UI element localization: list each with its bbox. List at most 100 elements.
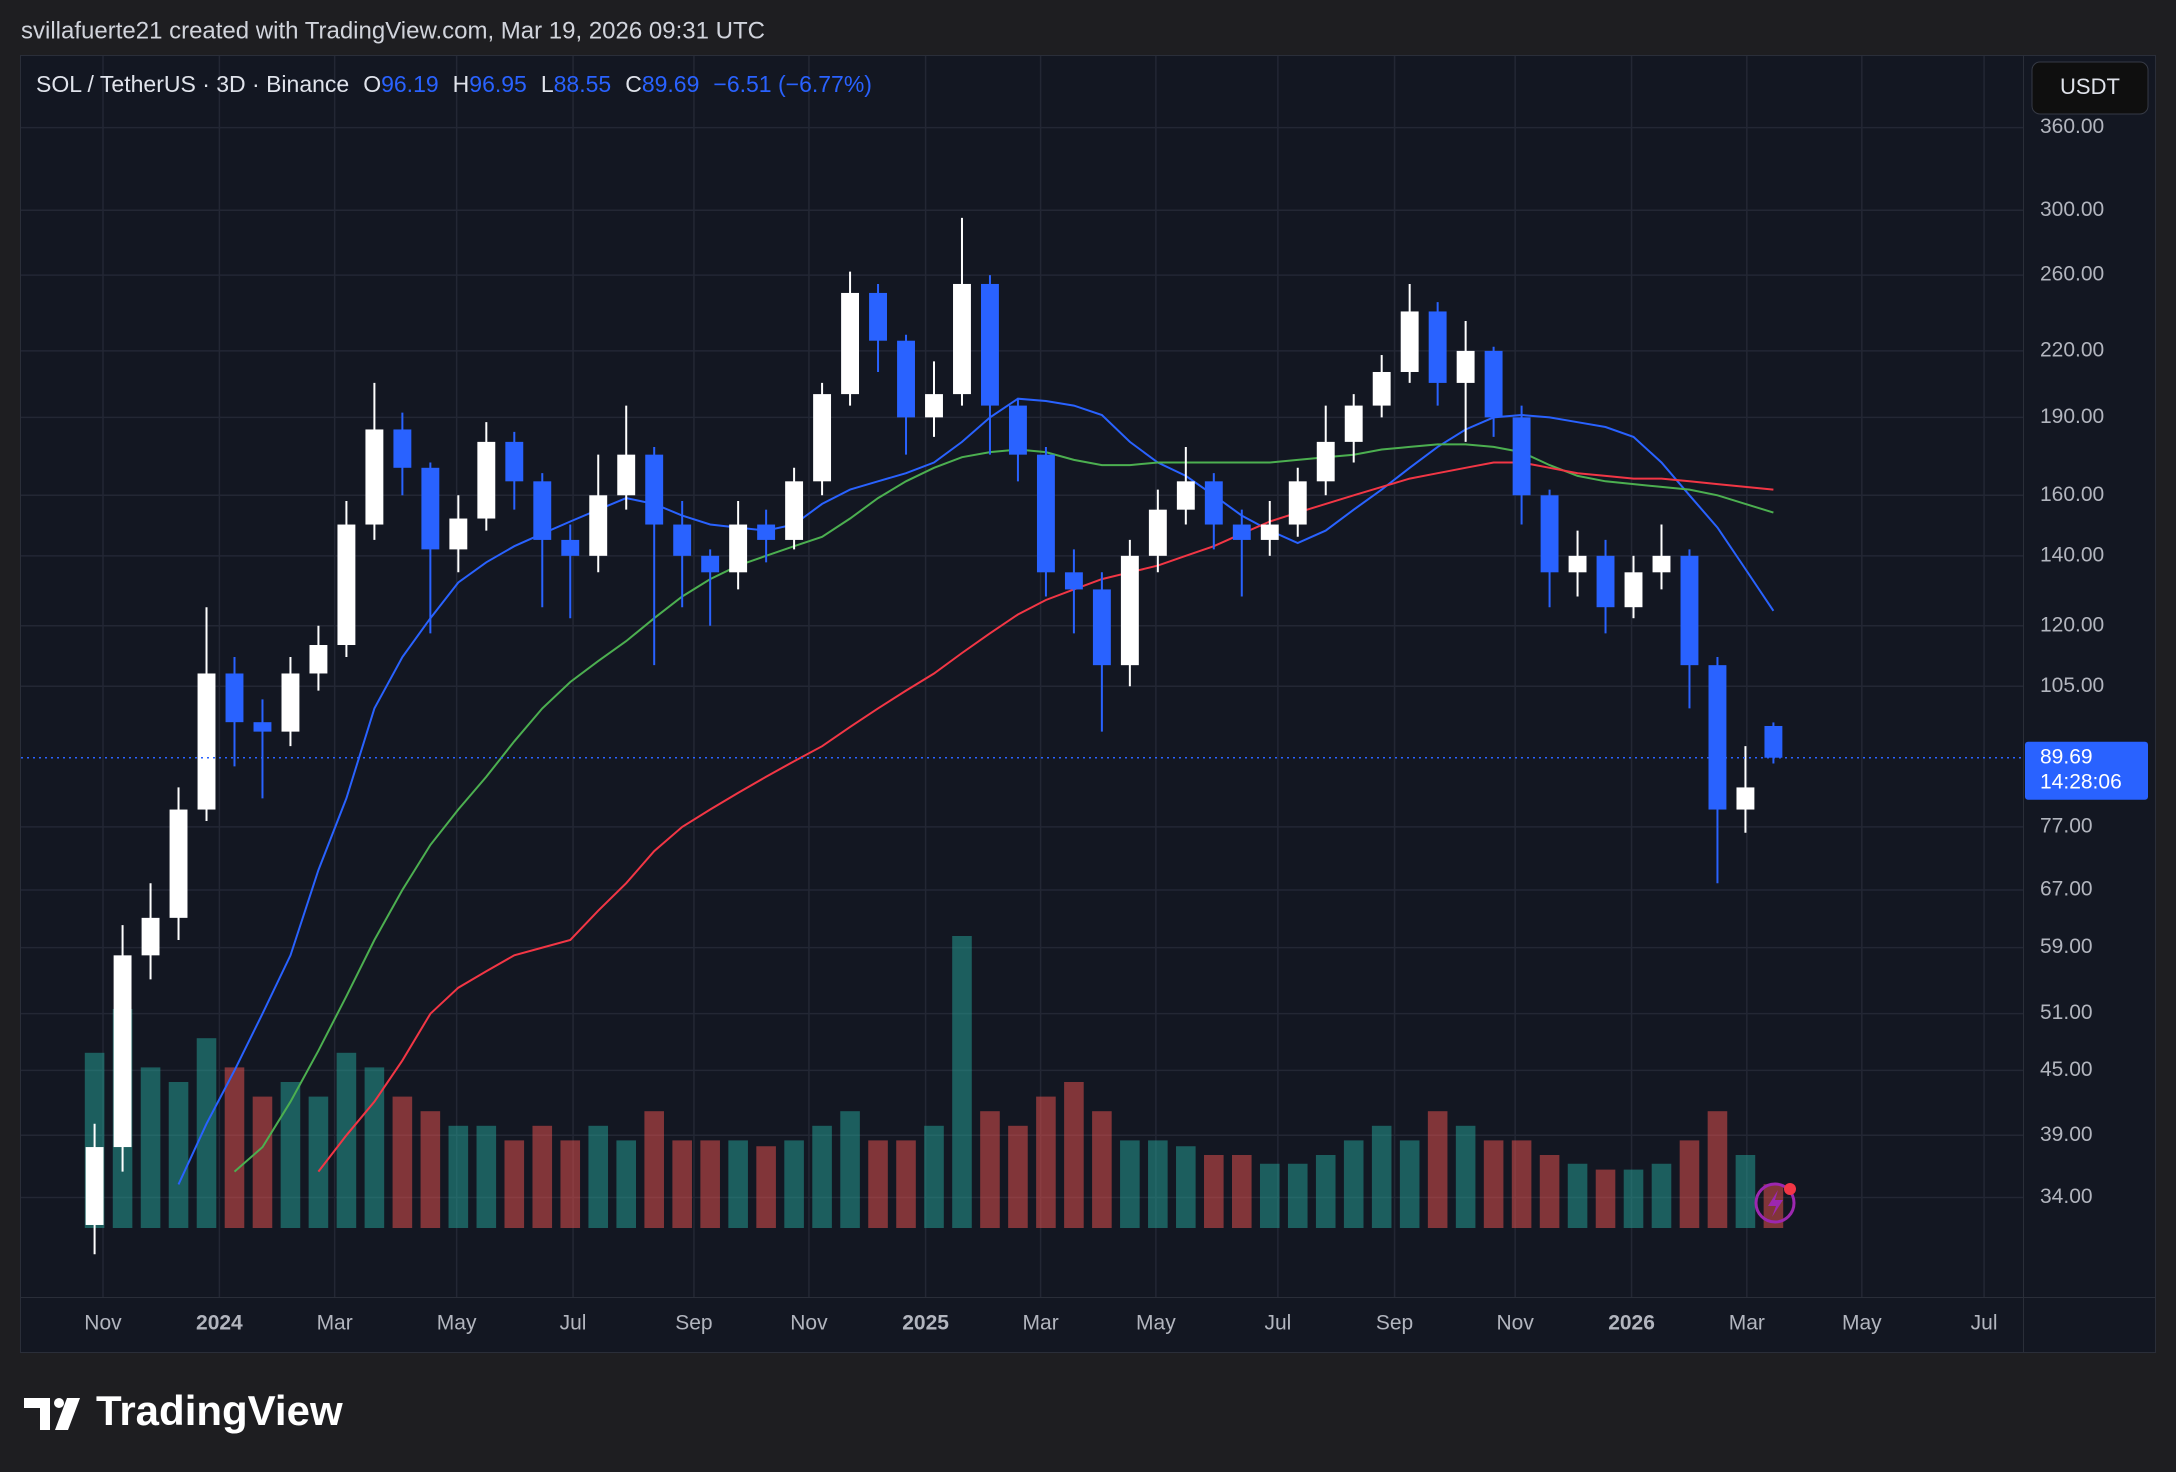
- y-tick-label: 39.00: [2040, 1123, 2093, 1146]
- volume-bar: [812, 1125, 832, 1228]
- candle-body: [1008, 405, 1027, 455]
- candle-body: [561, 539, 580, 556]
- volume-bar: [1176, 1146, 1196, 1228]
- symbol-title: SOL / TetherUS · 3D · Binance: [36, 71, 349, 97]
- candle-body: [1176, 481, 1195, 510]
- currency-label[interactable]: USDT: [2060, 74, 2120, 99]
- candle-body: [1232, 524, 1251, 540]
- candle-body: [1680, 555, 1699, 666]
- icon-ring[interactable]: [1754, 1182, 1796, 1224]
- y-tick-label: 260.00: [2040, 263, 2104, 286]
- x-tick-label: Nov: [1496, 1312, 1534, 1335]
- ohlc-value: 88.55: [554, 71, 612, 97]
- y-tick-label: 190.00: [2040, 405, 2104, 428]
- volume-bar: [644, 1111, 664, 1228]
- y-tick-label: 105.00: [2040, 674, 2104, 697]
- candle-body: [1708, 665, 1727, 810]
- candle-body: [925, 394, 943, 418]
- volume-bar: [1120, 1140, 1140, 1228]
- logo-mark: [24, 1398, 50, 1430]
- candle-body: [757, 524, 776, 540]
- volume-bar: [728, 1140, 748, 1228]
- ohlc-label: C: [625, 71, 642, 97]
- volume-bar: [896, 1140, 916, 1228]
- axes: 34.00 39.00 45.00 51.00 59.00 67.00 77.00 105.0…: [84, 115, 2148, 1335]
- candle-body: [1624, 572, 1643, 608]
- ohlc-label: O: [363, 71, 381, 97]
- candles: [21, 217, 2023, 1255]
- y-tick-label: 77.00: [2040, 814, 2093, 837]
- volume-bar: [308, 1096, 329, 1228]
- candle-body: [281, 673, 300, 732]
- currency-button[interactable]: [2031, 61, 2149, 115]
- candle-body: [85, 1147, 104, 1225]
- candle-body: [1512, 417, 1531, 496]
- volume-bar: [868, 1140, 888, 1228]
- volume-bar: [1231, 1155, 1252, 1228]
- candle-body: [953, 283, 971, 395]
- volume-bar: [1427, 1111, 1448, 1228]
- last-price-label: 89.69: [2040, 745, 2093, 768]
- icon-dot[interactable]: [1784, 1183, 1796, 1195]
- volume-bar: [252, 1096, 273, 1228]
- candle-body: [1260, 524, 1279, 540]
- candle-body: [1288, 481, 1307, 525]
- volume-bar: [840, 1111, 860, 1228]
- x-tick-label: 2025: [902, 1312, 949, 1335]
- volume-pane: [84, 936, 1784, 1228]
- volume-bar: [448, 1125, 469, 1228]
- volume-bar: [1148, 1140, 1168, 1228]
- candle-body: [197, 673, 216, 810]
- volume-bar: [280, 1082, 301, 1228]
- candle-body: [505, 441, 524, 482]
- candle-body: [113, 955, 132, 1148]
- candle-body: [477, 441, 496, 519]
- candle-body: [309, 645, 328, 674]
- candle-body: [1456, 350, 1475, 383]
- volume-bar: [1483, 1140, 1504, 1228]
- alert-icon[interactable]: [1754, 1182, 1796, 1224]
- volume-bar: [1343, 1140, 1364, 1228]
- candle-body: [1372, 371, 1391, 406]
- x-tick-label: Mar: [1023, 1312, 1059, 1335]
- moving-average: [317, 461, 1774, 1173]
- candle-body: [1120, 555, 1139, 666]
- x-tick-label: May: [437, 1312, 477, 1335]
- volume-bar: [980, 1111, 1000, 1228]
- x-tick-label: Mar: [317, 1312, 353, 1335]
- volume-bar: [672, 1140, 692, 1228]
- countdown: 14:28:06: [2040, 770, 2122, 793]
- change: −6.51 (−6.77%): [713, 71, 872, 97]
- candle-body: [225, 673, 244, 723]
- y-tick-label: 34.00: [2040, 1185, 2093, 1208]
- x-tick-label: Jul: [560, 1312, 587, 1335]
- volume-bar: [1008, 1125, 1028, 1228]
- last-price-box: [2025, 741, 2148, 800]
- candle-body: [1540, 495, 1559, 573]
- candle-body: [141, 917, 160, 956]
- candle-body: [1736, 787, 1755, 810]
- candle-body: [673, 524, 692, 556]
- grid: [21, 56, 2023, 1297]
- logo-mark: [55, 1398, 80, 1430]
- volume-bar: [588, 1125, 609, 1228]
- candle-body: [813, 394, 832, 482]
- y-tick-label: 67.00: [2040, 877, 2093, 900]
- icon-bolt[interactable]: [1768, 1190, 1783, 1217]
- volume-bar: [1707, 1111, 1728, 1228]
- volume-bar: [1511, 1140, 1532, 1228]
- ohlc-value: 89.69: [642, 71, 700, 97]
- candle-body: [1204, 481, 1223, 525]
- volume-bar: [616, 1140, 637, 1228]
- candle-body: [785, 481, 804, 540]
- candle-body: [533, 481, 552, 540]
- symbol-legend: SOL / TetherUS · 3D · Binance O96.19 H96.9…: [36, 71, 872, 97]
- volume-bar: [756, 1146, 776, 1228]
- volume-bar: [700, 1140, 720, 1228]
- candle-body: [701, 555, 720, 573]
- volume-bar: [140, 1067, 161, 1228]
- candle-body: [1484, 350, 1503, 418]
- x-tick-label: Mar: [1729, 1312, 1765, 1335]
- logo-mark: [54, 1398, 64, 1408]
